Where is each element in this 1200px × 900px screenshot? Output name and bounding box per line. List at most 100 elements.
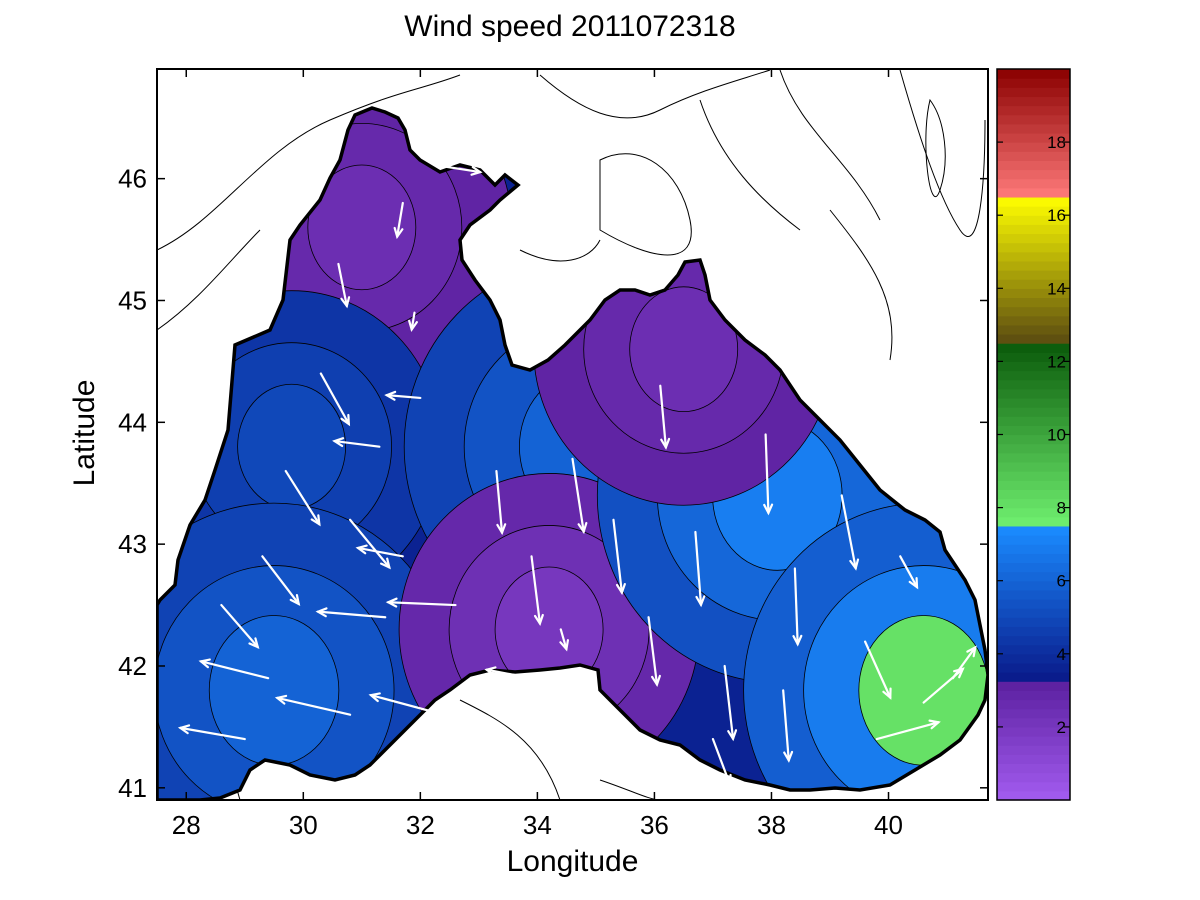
x-tick-label: 34 [523,810,552,840]
colorbar-tick-label: 10 [1047,426,1066,445]
isoline [925,98,946,198]
wind-vector [647,616,661,687]
y-tick-label: 44 [118,407,147,437]
colorbar-step [997,571,1070,582]
colorbar-step [997,105,1070,116]
colorbar-tick-label: 6 [1057,572,1066,591]
colorbar-step [997,407,1070,417]
wind-vector [782,689,794,763]
speed-contour-fill [157,108,988,800]
colorbar-step [997,416,1070,426]
isoline [599,779,661,800]
colorbar-step [997,352,1070,362]
colorbar-step [997,251,1070,262]
colorbar-step [997,717,1070,728]
colorbar-step [997,489,1070,500]
colorbar-step [997,233,1070,244]
wind-vector [864,640,892,700]
colorbar-step [997,215,1070,225]
colorbar-step [997,397,1070,408]
wind-vector [723,664,738,742]
x-tick-label: 40 [874,810,903,840]
speed-contour [858,615,988,766]
y-tick-label: 45 [118,285,147,315]
plot-area [157,69,988,800]
colorbar-step [997,498,1070,509]
x-tick-label: 30 [289,810,318,840]
colorbar-step [997,544,1070,554]
x-tick-label: 28 [172,810,201,840]
colorbar-step [997,224,1070,235]
x-axis-label: Longitude [506,845,639,878]
colorbar-step [997,132,1070,143]
chart-title: Wind speed 2011072318 [404,10,736,43]
colorbar-step [997,379,1070,390]
colorbar-tick-label: 16 [1047,206,1066,225]
wind-vector [385,597,457,608]
wind-vector [711,737,732,787]
isoline [779,69,881,221]
wind-vector [612,518,626,596]
isoline [539,69,771,119]
y-tick-label: 43 [118,529,147,559]
colorbar-step [997,288,1070,299]
wind-vector [899,555,919,590]
wind-vector [355,544,404,558]
colorbar-step [997,617,1070,627]
colorbar-step [997,562,1070,573]
colorbar-step [997,279,1070,289]
speed-contour [307,164,417,291]
wind-vector [368,692,445,716]
colorbar-step [997,516,1070,527]
colorbar-step [997,87,1070,98]
wind-vector [332,437,381,448]
wind-vector [408,311,418,332]
y-tick-label: 42 [118,651,147,681]
speed-contour [208,615,340,766]
colorbar-step [997,480,1070,490]
wind-vector [349,518,391,570]
wind-vector [177,724,246,741]
colorbar-step [997,169,1070,180]
colorbar-step [997,507,1070,518]
colorbar-step [997,452,1070,463]
colorbar-step [997,653,1070,664]
isoline [157,229,261,331]
wind-vector [840,494,860,571]
x-tick-label: 38 [757,810,786,840]
colorbar-tick-label: 18 [1047,133,1066,152]
wind-vectors [177,165,977,787]
y-tick-label: 41 [118,773,147,803]
isoline [699,99,801,231]
x-axis-ticks: 28 30 32 34 36 38 40 [172,69,903,840]
colorbar-step [997,370,1070,381]
colorbar-step [997,553,1070,564]
colorbar-step [997,361,1070,372]
wind-vector [319,372,351,427]
wind-vector [284,469,321,527]
y-tick-label: 46 [118,164,147,194]
colorbar-step [997,123,1070,134]
colorbar-step [997,598,1070,609]
speed-region [533,192,835,506]
wind-vector [198,658,270,680]
colorbar-step [997,343,1070,353]
coastline [157,106,988,800]
colorbar-step [997,260,1070,271]
colorbar-step [997,270,1070,280]
wind-vector [951,645,977,680]
colorbar-tick-label: 14 [1047,279,1066,298]
wind-vector [792,567,803,647]
colorbar-step [997,745,1070,755]
wind-vector [442,165,483,176]
colorbar-step [997,763,1070,774]
colorbar-step [997,196,1070,207]
colorbar-step [997,672,1070,682]
isoline [157,74,461,251]
colorbar: 2 4 6 8 10 12 14 16 18 [996,68,1071,801]
colorbar-step [997,781,1070,792]
colorbar-step [997,471,1070,481]
colorbar-step [997,699,1070,710]
colorbar-step [997,644,1070,655]
